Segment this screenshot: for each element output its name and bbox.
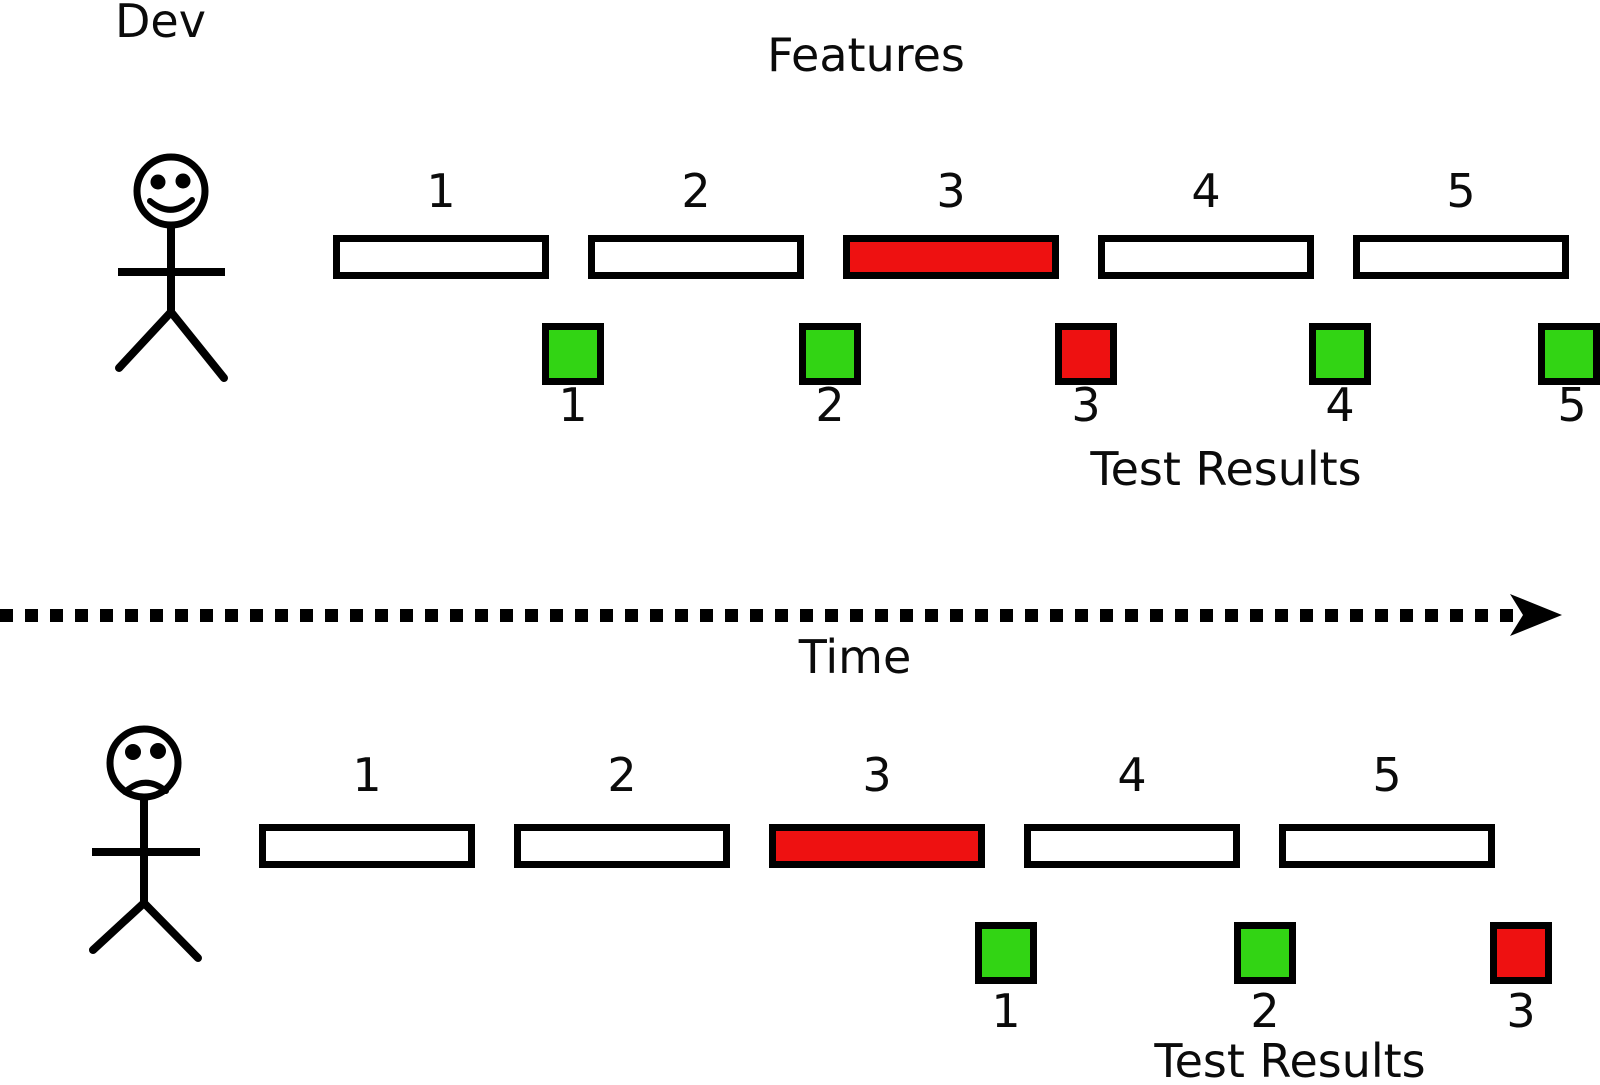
features-title: Features: [767, 28, 965, 82]
right-eye: [150, 743, 166, 759]
test-result-square-1: [542, 323, 604, 385]
test-result-square-3: [1055, 323, 1117, 385]
test-result-square-4: [1309, 323, 1371, 385]
left-eye: [150, 174, 166, 190]
sad-stick-figure-icon: [89, 725, 202, 962]
happy-stick-figure-icon: [115, 153, 228, 382]
test-number: 2: [815, 378, 845, 432]
test-result-square-2: [1234, 922, 1296, 984]
test-result-square-2: [799, 323, 861, 385]
time-axis-dotted-line: [0, 609, 1516, 622]
feature-number: 3: [936, 164, 966, 218]
left-leg: [89, 899, 148, 954]
left-leg: [115, 308, 175, 372]
frown: [122, 779, 169, 795]
feature-number: 5: [1446, 164, 1476, 218]
test-number: 3: [1506, 984, 1536, 1038]
feature-number: 4: [1117, 748, 1147, 802]
test-number: 3: [1071, 378, 1101, 432]
right-leg: [140, 899, 202, 962]
dev-label: Dev: [115, 0, 206, 48]
left-eye: [125, 744, 141, 760]
arrowhead-icon: [1510, 594, 1562, 636]
feature-number: 1: [426, 164, 456, 218]
feature-number: 5: [1372, 748, 1402, 802]
feature-number: 2: [681, 164, 711, 218]
test-number: 1: [558, 378, 588, 432]
feature-bar-5: [1353, 235, 1569, 279]
feature-bar-4: [1098, 235, 1314, 279]
test-results-caption-bottom: Test Results: [1154, 1034, 1426, 1085]
right-leg: [167, 308, 228, 382]
test-result-square-1: [975, 922, 1037, 984]
feature-bar-5: [1279, 824, 1495, 868]
smile: [147, 197, 195, 213]
test-result-square-3: [1490, 922, 1552, 984]
test-number: 4: [1325, 378, 1355, 432]
feature-number: 2: [607, 748, 637, 802]
test-number: 1: [991, 984, 1021, 1038]
feature-bar-3: [769, 824, 985, 868]
head: [106, 725, 182, 801]
test-number: 5: [1557, 378, 1587, 432]
feature-bar-4: [1024, 824, 1240, 868]
feature-bar-2: [514, 824, 730, 868]
feature-number: 3: [862, 748, 892, 802]
time-axis-label: Time: [798, 630, 912, 684]
feature-number: 4: [1191, 164, 1221, 218]
test-results-caption-top: Test Results: [1090, 442, 1362, 496]
test-number: 2: [1250, 984, 1280, 1038]
feature-bar-2: [588, 235, 804, 279]
feature-number: 1: [352, 748, 382, 802]
arrowhead: [1510, 594, 1562, 636]
feature-bar-1: [333, 235, 549, 279]
head: [133, 153, 209, 229]
feature-bar-1: [259, 824, 475, 868]
test-result-square-5: [1538, 323, 1600, 385]
feature-bar-3: [843, 235, 1059, 279]
right-eye: [175, 173, 191, 189]
